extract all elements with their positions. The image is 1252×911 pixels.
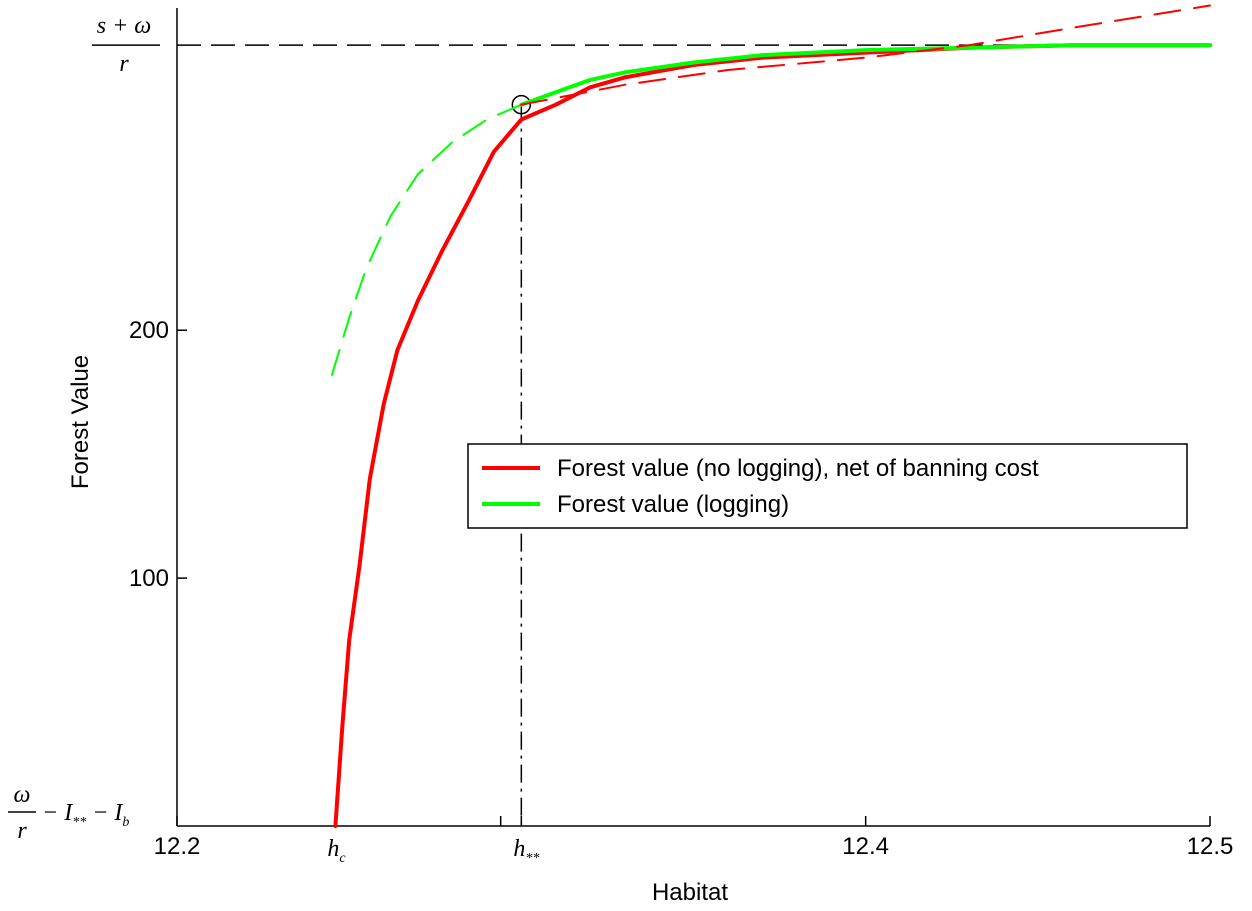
x-tick-label: 12.4 xyxy=(842,833,889,860)
series-line-1 xyxy=(519,43,1212,107)
y-bottom-fraction-denominator: r xyxy=(17,818,27,844)
legend-label-no-logging: Forest value (no logging), net of bannin… xyxy=(557,455,1039,482)
series-line-2 xyxy=(330,103,523,376)
series-line-3 xyxy=(520,4,1211,106)
legend: Forest value (no logging), net of bannin… xyxy=(467,443,1188,529)
y-axis-label: Forest Value xyxy=(67,355,94,489)
series-group xyxy=(330,4,1212,828)
axes xyxy=(176,8,1211,827)
series-line-0 xyxy=(333,43,1212,828)
reference-lines xyxy=(177,44,1210,826)
y-tick-label: 200 xyxy=(129,317,169,344)
legend-label-logging: Forest value (logging) xyxy=(557,491,789,518)
x-tick-label: 12.2 xyxy=(154,833,201,860)
y-bottom-fraction-numerator: ω xyxy=(14,782,31,808)
y-top-fraction-denominator: r xyxy=(119,51,129,77)
tick-labels: 12.2 12.4 12.5 100 200 xyxy=(129,317,1233,860)
y-bottom-expression: − I** − Ib xyxy=(42,800,129,830)
x-special-tick-label: hc xyxy=(327,836,346,866)
x-axis-label: Habitat xyxy=(652,879,728,906)
y-top-fraction-numerator: s + ω xyxy=(97,13,151,39)
x-tick-label: 12.5 xyxy=(1187,833,1234,860)
legend-box xyxy=(467,443,1188,529)
x-special-tick-label: h** xyxy=(513,836,539,866)
h-star-marker xyxy=(511,94,532,115)
y-tick-label: 100 xyxy=(129,565,169,592)
